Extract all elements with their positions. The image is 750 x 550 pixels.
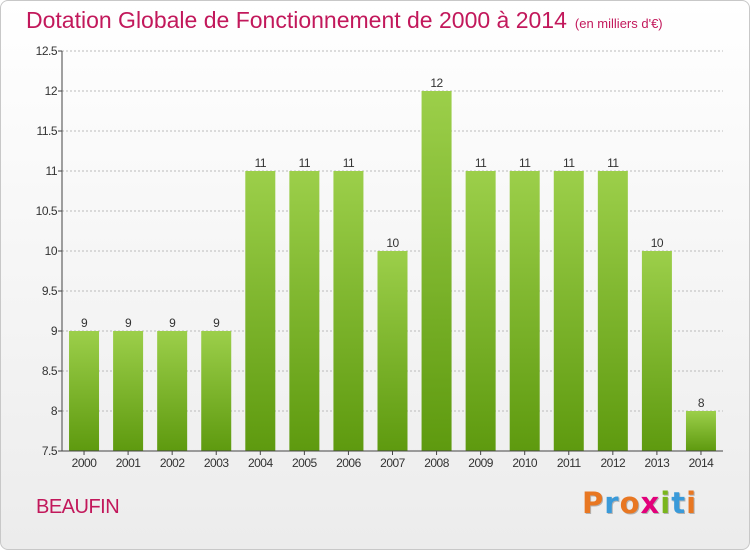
y-tick-label: 9 bbox=[51, 324, 58, 338]
y-tick-label: 9.5 bbox=[42, 284, 58, 298]
data-label: 11 bbox=[519, 156, 531, 170]
bar bbox=[597, 171, 628, 451]
data-label: 10 bbox=[386, 236, 399, 250]
x-tick-label: 2000 bbox=[72, 456, 98, 470]
bars bbox=[69, 91, 716, 451]
y-tick-label: 11 bbox=[46, 164, 58, 178]
logo-letter: r bbox=[604, 486, 620, 520]
logo-letter: i bbox=[686, 486, 698, 520]
x-tick-label: 2004 bbox=[248, 456, 274, 470]
data-label: 11 bbox=[343, 156, 355, 170]
x-tick-label: 2014 bbox=[689, 456, 715, 470]
y-tick-label: 10.5 bbox=[36, 204, 58, 218]
y-tick-label: 11.5 bbox=[37, 124, 58, 138]
bar bbox=[377, 251, 408, 451]
x-tick-label: 2010 bbox=[512, 456, 538, 470]
logo-letter: t bbox=[671, 486, 687, 520]
bar bbox=[421, 91, 452, 451]
axes bbox=[58, 50, 723, 455]
data-label: 9 bbox=[169, 316, 176, 330]
data-label: 12 bbox=[430, 76, 443, 90]
data-label: 11 bbox=[475, 156, 487, 170]
y-tick-label: 12 bbox=[45, 84, 58, 98]
data-label: 9 bbox=[213, 316, 220, 330]
y-tick-label: 12.5 bbox=[36, 44, 58, 58]
chart-subtitle: (en milliers d'€) bbox=[574, 16, 663, 31]
chart-title: Dotation Globale de Fonctionnement de 20… bbox=[26, 7, 663, 34]
location-label: BEAUFIN bbox=[36, 496, 120, 518]
x-tick-label: 2005 bbox=[292, 456, 318, 470]
bar bbox=[553, 171, 584, 451]
proxiti-logo[interactable]: Proxiti bbox=[582, 486, 697, 520]
x-tick-label: 2012 bbox=[600, 456, 626, 470]
logo-letter: i bbox=[660, 486, 672, 520]
title-text: Dotation Globale de Fonctionnement de 20… bbox=[26, 7, 567, 33]
x-tick-label: 2011 bbox=[557, 456, 582, 470]
labels: 7.5 8 8.5 9 9.5 10 10.5 11 11.5 12 12.5 2000 9 2001 9 2… bbox=[36, 44, 715, 470]
y-tick-label: 8.5 bbox=[42, 364, 58, 378]
bar bbox=[69, 331, 100, 451]
bar bbox=[641, 251, 672, 451]
data-label: 11 bbox=[607, 156, 619, 170]
data-label: 11 bbox=[255, 156, 267, 170]
data-label: 11 bbox=[563, 156, 575, 170]
y-tick-label: 10 bbox=[45, 244, 58, 258]
bar bbox=[685, 411, 716, 451]
data-label: 8 bbox=[698, 396, 705, 410]
logo-letter: x bbox=[640, 486, 661, 520]
bar bbox=[157, 331, 188, 451]
bar bbox=[245, 171, 276, 451]
bar bbox=[201, 331, 232, 451]
x-tick-label: 2009 bbox=[468, 456, 494, 470]
data-label: 11 bbox=[299, 156, 311, 170]
x-tick-label: 2008 bbox=[424, 456, 450, 470]
x-tick-label: 2001 bbox=[116, 456, 142, 470]
x-tick-label: 2003 bbox=[204, 456, 230, 470]
x-tick-label: 2002 bbox=[160, 456, 186, 470]
x-tick-label: 2007 bbox=[380, 456, 406, 470]
y-tick-label: 8 bbox=[51, 404, 58, 418]
logo-letter: P bbox=[582, 486, 605, 520]
data-label: 10 bbox=[651, 236, 664, 250]
bar bbox=[333, 171, 364, 451]
bar bbox=[289, 171, 320, 451]
x-tick-label: 2013 bbox=[645, 456, 671, 470]
x-tick-label: 2006 bbox=[336, 456, 362, 470]
data-label: 9 bbox=[125, 316, 132, 330]
bar bbox=[509, 171, 540, 451]
data-label: 9 bbox=[81, 316, 88, 330]
bar bbox=[113, 331, 144, 451]
bar bbox=[465, 171, 496, 451]
logo-letter: o bbox=[619, 486, 641, 520]
y-tick-label: 7.5 bbox=[42, 444, 58, 458]
